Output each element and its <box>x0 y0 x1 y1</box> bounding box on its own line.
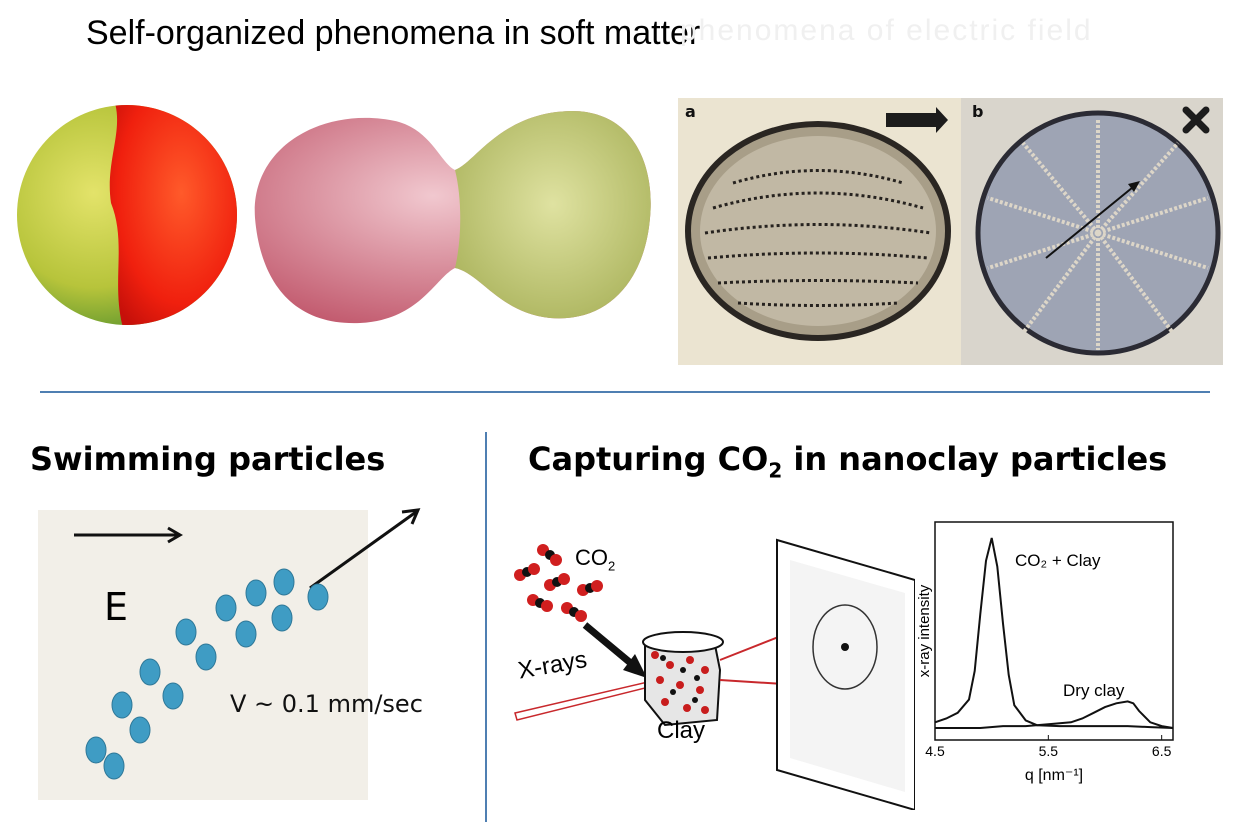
co2-molecule-subscript: 2 <box>608 558 616 574</box>
x-tick-labels: 4.5 5.5 6.5 <box>925 735 1172 759</box>
cross-icon <box>1182 106 1210 134</box>
horizontal-divider <box>40 391 1210 393</box>
droplet-micrographs <box>678 98 1223 365</box>
janus-sphere-image <box>17 105 237 325</box>
x-axis-label: q [nm⁻¹] <box>1025 767 1083 784</box>
x-tick-label: 6.5 <box>1152 743 1172 759</box>
co2-title-prefix: Capturing CO <box>528 440 769 478</box>
xray-intensity-chart: x-ray intensity q [nm⁻¹] 4.5 5.5 6.5 CO₂ +… <box>916 521 1174 784</box>
panel-label-b: b <box>972 102 984 121</box>
clay-label: Clay <box>657 717 706 744</box>
co2-molecule-text: CO <box>575 545 608 570</box>
co2-title-suffix: in nanoclay particles <box>782 440 1168 478</box>
page-title: Self-organized phenomena in soft matter <box>86 14 701 52</box>
swimming-section-title: Swimming particles <box>30 440 386 478</box>
right-arrow-icon <box>886 107 948 133</box>
annotation-co2-clay: CO₂ + Clay <box>1015 551 1101 570</box>
xray-scattering-diagram <box>514 538 915 810</box>
co2-molecules <box>514 544 603 622</box>
co2-title-subscript: 2 <box>768 458 783 483</box>
x-tick-label: 4.5 <box>925 743 945 759</box>
x-tick-label: 5.5 <box>1039 743 1059 759</box>
faded-header-text: phenomena of electric field <box>680 14 1093 47</box>
panel-label-a: a <box>685 102 696 121</box>
vertical-divider <box>485 432 487 822</box>
co2-molecule-label: CO2 <box>575 545 615 573</box>
annotation-dry-clay: Dry clay <box>1063 681 1125 700</box>
series-line-co2-clay <box>934 537 1174 729</box>
co2-section-title: Capturing CO2 in nanoclay particles <box>528 440 1167 482</box>
y-axis-label: x-ray intensity <box>916 584 933 677</box>
swimming-particles-image <box>38 508 421 800</box>
janus-dumbbell-image <box>254 110 651 324</box>
series-line-dry-clay <box>935 700 1174 729</box>
field-label: E <box>104 585 129 629</box>
speed-label: V ~ 0.1 mm/sec <box>230 690 423 718</box>
